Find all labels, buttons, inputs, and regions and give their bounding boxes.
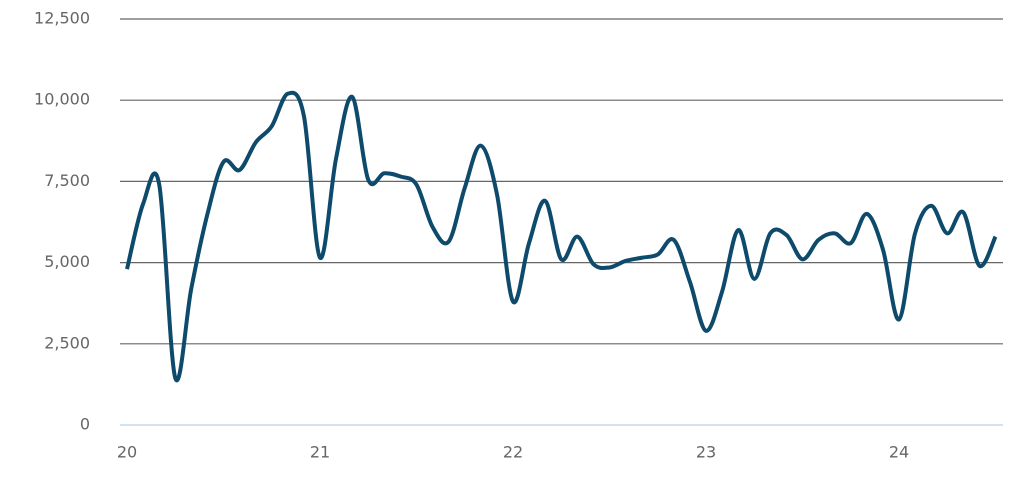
x-tick-label: 21 [310, 443, 330, 462]
y-tick-label: 10,000 [34, 90, 90, 109]
line [125, 90, 998, 383]
x-tick-label: 23 [696, 443, 716, 462]
x-tick-label: 22 [503, 443, 523, 462]
x-tick-label: 24 [889, 443, 909, 462]
y-tick-label: 7,500 [44, 171, 90, 190]
y-tick-label: 5,000 [44, 252, 90, 271]
y-tick-label: 12,500 [34, 9, 90, 28]
y-tick-label: 0 [80, 415, 90, 434]
y-tick-label: 2,500 [44, 333, 90, 352]
x-tick-label: 20 [117, 443, 137, 462]
